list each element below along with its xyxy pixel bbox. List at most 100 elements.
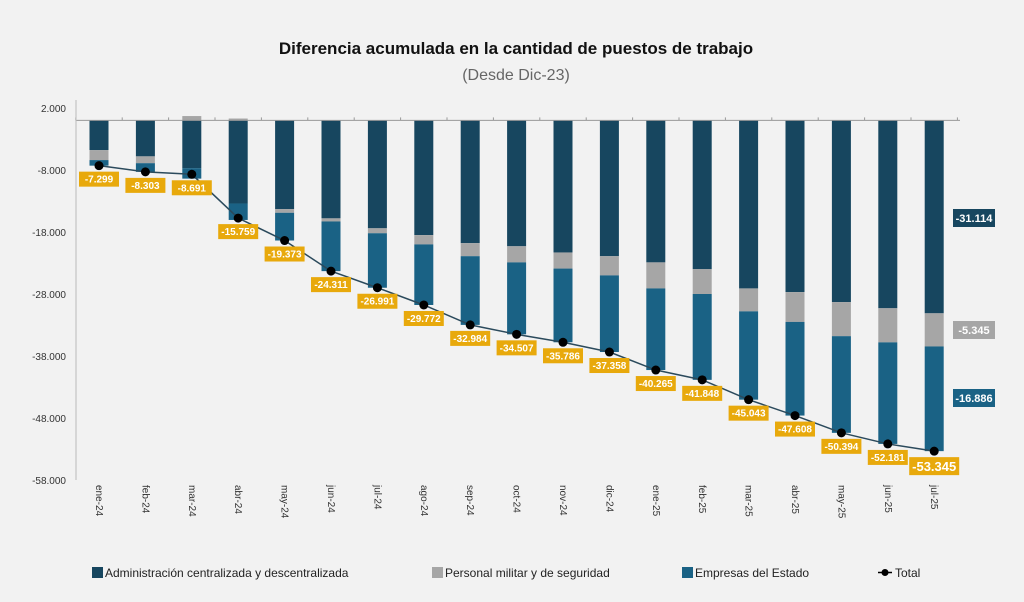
x-tick-label: nov-24: [557, 485, 568, 516]
x-tick-label: jul-24: [371, 484, 382, 510]
series-end-label: -31.114: [956, 213, 994, 225]
total-label-box: [589, 358, 630, 374]
bar-segment: [321, 221, 341, 272]
total-data-label: -29.772: [407, 314, 441, 325]
bar-segment: [924, 313, 944, 347]
bar-segment: [553, 268, 573, 343]
bar-segment: [831, 120, 851, 303]
bar-segment: [414, 244, 434, 305]
x-tick-label: mar-25: [743, 485, 754, 517]
total-data-label: -7.299: [85, 175, 114, 186]
legend-swatch: [682, 567, 693, 578]
bar-segment: [785, 120, 805, 293]
bar-segment: [692, 294, 712, 380]
x-tick-label: may-25: [835, 485, 846, 519]
total-point: [326, 266, 336, 276]
bar-segment: [228, 203, 248, 220]
chart-subtitle: (Desde Dic-23): [462, 67, 570, 84]
bar-segment: [785, 321, 805, 416]
total-label-box: [450, 330, 491, 346]
total-point: [651, 365, 661, 375]
total-label-box: [728, 405, 769, 421]
total-point: [280, 236, 290, 246]
total-point: [140, 167, 150, 177]
bar-segment: [553, 252, 573, 269]
bar-segment: [692, 269, 712, 294]
x-tick-label: mar-24: [186, 485, 197, 517]
legend-label: Personal militar y de seguridad: [445, 566, 610, 580]
total-point: [790, 411, 800, 421]
x-tick-label: sep-24: [464, 485, 475, 516]
y-tick-label: -38.000: [32, 352, 66, 363]
bar-segment: [646, 120, 666, 263]
legend-label: Empresas del Estado: [695, 566, 809, 580]
y-tick-label: 2.000: [41, 104, 66, 115]
bar-segment: [135, 120, 155, 157]
x-tick-label: feb-25: [696, 485, 707, 514]
plot-area: 2.000 -8.000 -18.000 -28.000 -38.000 -48.000 -…: [32, 100, 995, 519]
bar-segment: [228, 120, 248, 204]
total-label-box: [79, 171, 119, 187]
total-point: [929, 446, 939, 456]
total-label-box: [821, 438, 862, 454]
total-data-label: -37.358: [592, 361, 626, 372]
total-data-label: -47.608: [778, 425, 812, 436]
total-label-box: [403, 310, 444, 326]
bar-segment: [414, 120, 434, 236]
total-label-box: [357, 293, 398, 309]
bar-segment: [460, 256, 480, 325]
x-tick-label: oct-24: [511, 485, 522, 513]
x-tick-label: feb-24: [139, 485, 150, 514]
bar-segment: [275, 120, 295, 210]
legend-label: Total: [895, 566, 920, 580]
bar-segment: [924, 346, 944, 452]
legend-label: Administración centralizada y descentral…: [105, 566, 349, 580]
total-data-label: -40.265: [639, 379, 673, 390]
bar-segment: [599, 120, 619, 257]
bar-segment: [367, 233, 387, 288]
total-data-label: -8.691: [178, 183, 207, 194]
total-label-box: [635, 376, 676, 392]
bar-segment: [321, 218, 341, 222]
x-tick-label: abr-25: [789, 485, 800, 514]
bar-segment: [599, 275, 619, 353]
bar-segment: [739, 288, 759, 312]
total-point: [558, 337, 568, 347]
bar-segment: [831, 302, 851, 337]
x-tick-label: abr-24: [232, 485, 243, 514]
total-label-box: [218, 224, 259, 240]
bar-segment: [785, 292, 805, 322]
total-data-label: -24.311: [314, 280, 348, 291]
total-data-label: -19.373: [268, 250, 302, 261]
total-data-label: -15.759: [221, 227, 255, 238]
total-data-label: -35.786: [546, 351, 580, 362]
bar-segment: [878, 308, 898, 343]
x-tick-label: jun-25: [882, 484, 893, 513]
total-label-box: [543, 348, 583, 364]
total-data-label: -8.303: [131, 181, 160, 192]
bar-segment: [646, 288, 666, 371]
bar-segment: [275, 212, 295, 241]
total-point: [187, 169, 197, 179]
total-label-box: [264, 246, 305, 262]
bar-segment: [739, 120, 759, 289]
total-data-label: -34.507: [500, 343, 534, 354]
bar-segment: [878, 120, 898, 309]
bar-segment: [553, 120, 573, 253]
total-label-box: [311, 277, 351, 293]
bar-segment: [367, 228, 387, 234]
bar-segment: [275, 209, 295, 213]
total-point: [883, 439, 893, 449]
total-label-box: [171, 180, 212, 196]
bar-segment: [507, 246, 527, 263]
total-point: [419, 300, 429, 310]
bar-segment: [228, 118, 248, 121]
total-point: [94, 161, 104, 171]
chart-title: Diferencia acumulada en la cantidad de p…: [279, 39, 753, 58]
bar-segment: [89, 150, 109, 161]
series-end-label: -16.886: [955, 393, 992, 405]
x-tick-label: jul-25: [928, 484, 939, 510]
total-point: [604, 347, 614, 357]
x-tick-label: may-24: [279, 485, 290, 519]
